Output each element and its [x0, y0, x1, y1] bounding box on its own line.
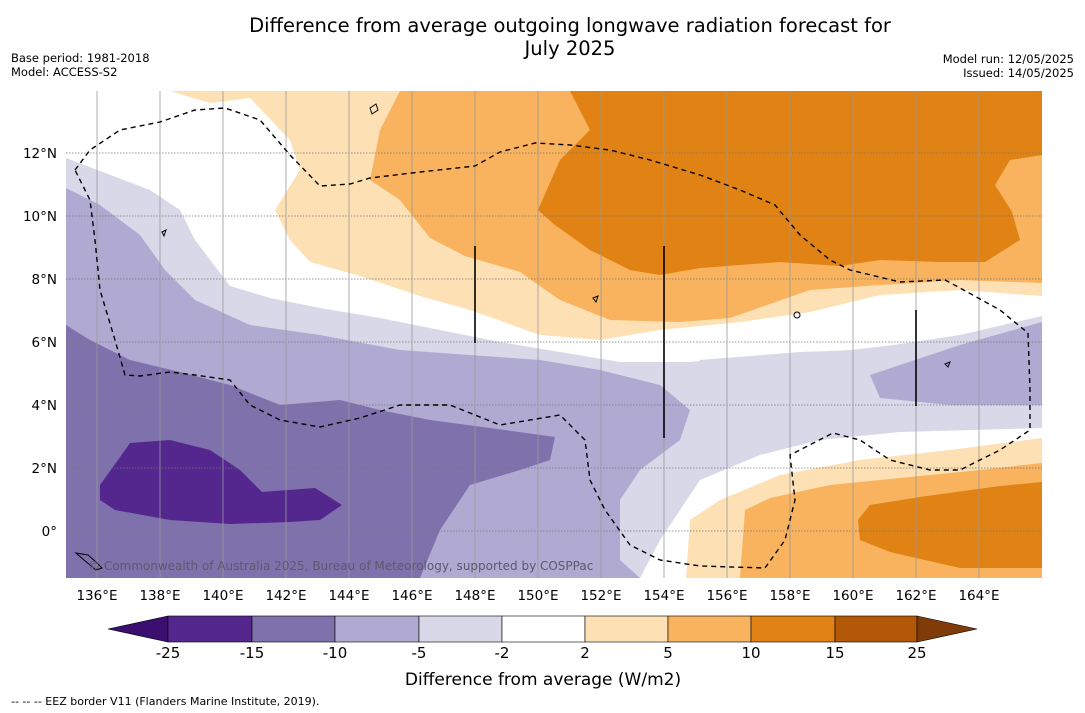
- lat-label: 12°N: [23, 146, 57, 162]
- colorbar-over-arrow: [916, 615, 978, 643]
- colorbar-swatch: [750, 615, 836, 643]
- colorbar-label: 2: [580, 644, 590, 662]
- title-line-1: Difference from average outgoing longwav…: [249, 14, 891, 37]
- colorbar-label: 25: [907, 644, 926, 662]
- lon-label: 164°E: [958, 588, 999, 604]
- grid-lines: [66, 152, 1042, 532]
- title-line-2: July 2025: [524, 37, 616, 60]
- reference-lines: [474, 246, 917, 438]
- colorbar-title: Difference from average (W/m2): [405, 670, 681, 690]
- meta-left: Base period: 1981-2018 Model: ACCESS-S2: [11, 51, 150, 79]
- lon-label: 144°E: [328, 588, 369, 604]
- lon-label: 156°E: [706, 588, 747, 604]
- lon-label: 146°E: [391, 588, 432, 604]
- eez-border: [74, 107, 1031, 569]
- lon-label: 136°E: [76, 588, 117, 604]
- colorbar-swatch: [501, 615, 586, 643]
- lon-labels: 136°E 138°E 140°E 142°E 144°E 146°E 148°…: [76, 588, 999, 604]
- colorbar-swatch: [167, 615, 253, 643]
- lat-labels: 12°N 10°N 8°N 6°N 4°N 2°N 0°: [23, 146, 57, 540]
- lat-label: 0°: [42, 524, 57, 540]
- map-plot-area: © Commonwealth of Australia 2025, Bureau…: [66, 91, 1042, 578]
- colorbar-label: 5: [663, 644, 673, 662]
- colorbar-swatch: [251, 615, 336, 643]
- lon-label: 150°E: [517, 588, 558, 604]
- colorbar-label: -2: [495, 644, 510, 662]
- field-band-south-dark-orange: [858, 482, 1042, 568]
- chart-title: Difference from average outgoing longwav…: [0, 14, 1085, 60]
- colorbar-label: -25: [156, 644, 181, 662]
- colorbar-label: 15: [825, 644, 844, 662]
- lon-label: 148°E: [454, 588, 495, 604]
- colorbar-swatch: [667, 615, 752, 643]
- lat-label: 8°N: [32, 272, 57, 288]
- colorbar-swatch: [834, 615, 918, 643]
- lon-label: 152°E: [580, 588, 621, 604]
- colorbar-label: 10: [741, 644, 760, 662]
- lon-label: 160°E: [832, 588, 873, 604]
- lat-label: 4°N: [32, 398, 57, 414]
- field-band-east-lavender: [870, 322, 1042, 405]
- footnote: -- -- -- EEZ border V11 (Flanders Marine…: [11, 695, 320, 708]
- copyright-text: © Commonwealth of Australia 2025, Bureau…: [88, 559, 593, 573]
- colorbar-swatch: [334, 615, 420, 643]
- model-name: Model: ACCESS-S2: [11, 65, 118, 79]
- meta-right: Model run: 12/05/2025 Issued: 14/05/2025: [943, 52, 1074, 80]
- lat-label: 6°N: [32, 335, 57, 351]
- lat-label: 2°N: [32, 461, 57, 477]
- lon-label: 142°E: [265, 588, 306, 604]
- colorbar-label: -5: [412, 644, 427, 662]
- colorbar-label: -15: [240, 644, 265, 662]
- field-band-indigo: [100, 440, 342, 524]
- lon-label: 158°E: [769, 588, 810, 604]
- islands: [74, 103, 951, 571]
- colorbar-swatch: [584, 615, 669, 643]
- issued-date: Issued: 14/05/2025: [963, 66, 1074, 80]
- colorbar-swatch: [418, 615, 503, 643]
- colorbar-label: -10: [323, 644, 348, 662]
- lon-label: 140°E: [202, 588, 243, 604]
- lon-label: 162°E: [895, 588, 936, 604]
- lat-label: 10°N: [23, 209, 57, 225]
- model-run: Model run: 12/05/2025: [942, 52, 1074, 66]
- lon-label: 154°E: [643, 588, 684, 604]
- base-period: Base period: 1981-2018: [11, 51, 150, 65]
- colorbar-under-arrow: [107, 615, 169, 643]
- colorbar: -25 -15 -10 -5 -2 2 5 10 15 25 Differenc…: [107, 615, 978, 690]
- lon-label: 138°E: [139, 588, 180, 604]
